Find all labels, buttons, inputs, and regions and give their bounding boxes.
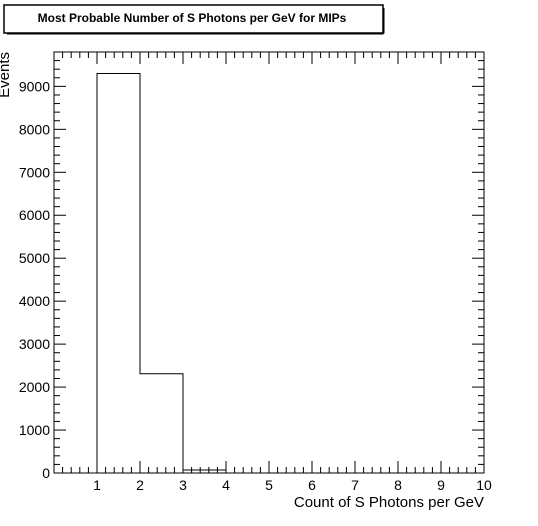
histogram-outline [96,72,227,473]
y-axis-tick-labels: 0 1000 2000 3000 4000 5000 6000 7000 8000 9000 [19,78,50,481]
plot-frame [53,51,485,474]
x-tick-label: 10 [476,477,492,493]
x-tick-label: 2 [136,477,144,493]
y-tick-label: 7000 [19,164,50,180]
x-tick-label: 5 [265,477,273,493]
y-tick-label: 0 [42,465,50,481]
y-tick-label: 3000 [19,336,50,352]
x-tick-label: 6 [308,477,316,493]
x-tick-label: 3 [179,477,187,493]
x-tick-label: 9 [437,477,445,493]
x-tick-label: 4 [222,477,230,493]
x-axis-ticks [53,52,485,473]
x-tick-label: 8 [394,477,402,493]
x-tick-label: 7 [351,477,359,493]
histogram-bins [97,73,226,473]
y-axis-title: Events [0,52,13,98]
y-tick-label: 1000 [19,422,50,438]
y-tick-label: 2000 [19,379,50,395]
chart-title: Most Probable Number of S Photons per Ge… [38,11,347,25]
y-tick-label: 5000 [19,250,50,266]
histogram-bin-1 [97,73,140,473]
y-tick-label: 8000 [19,121,50,137]
y-axis-ticks [54,51,484,474]
histogram-bin-2 [140,374,183,473]
y-tick-label: 6000 [19,207,50,223]
y-tick-label: 9000 [19,78,50,94]
x-axis-tick-labels: 1 2 3 4 5 6 7 8 9 10 [93,477,492,493]
x-tick-label: 1 [93,477,101,493]
title-box: Most Probable Number of S Photons per Ge… [3,4,385,35]
y-tick-label: 4000 [19,293,50,309]
x-axis-title: Count of S Photons per GeV [294,494,484,511]
